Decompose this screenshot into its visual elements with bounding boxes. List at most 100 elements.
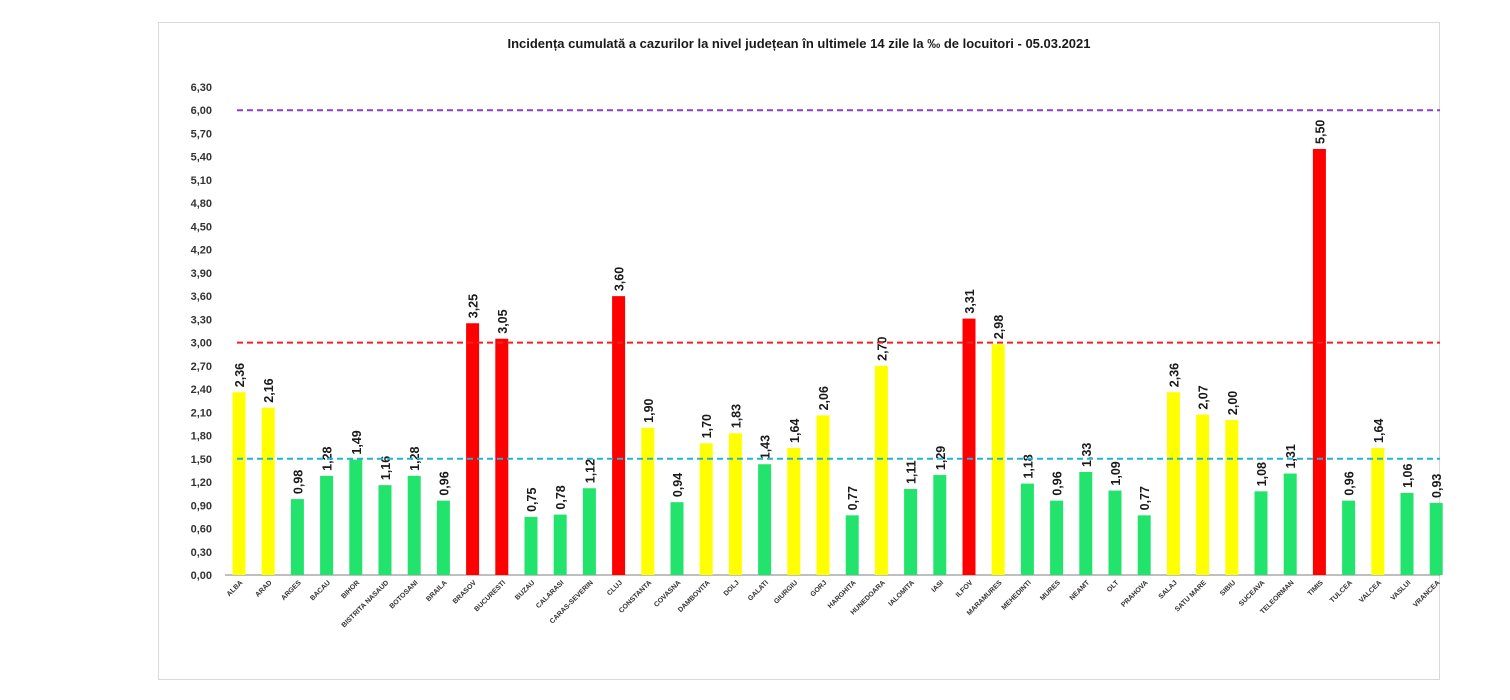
y-tick-label: 0,90	[191, 500, 212, 512]
y-tick-label: 5,10	[191, 175, 212, 187]
y-tick-label: 3,60	[191, 291, 212, 303]
data-label: 0,94	[671, 473, 685, 497]
y-tick-label: 3,90	[191, 268, 212, 280]
bar-buzau	[524, 516, 538, 575]
category-label: BIHOR	[340, 579, 361, 600]
data-label: 0,96	[1343, 471, 1357, 495]
category-label: NEAMT	[1069, 579, 1092, 602]
y-tick-label: 4,20	[191, 245, 212, 257]
data-label: 0,93	[1430, 474, 1444, 498]
bar-satu-mare	[1196, 414, 1210, 575]
bar-tulcea	[1342, 500, 1356, 575]
category-label: GIURGIU	[773, 579, 799, 605]
bar-salaj	[1166, 392, 1180, 575]
data-label: 1,49	[350, 430, 364, 454]
category-label: MURES	[1039, 579, 1062, 602]
data-label: 3,60	[613, 267, 627, 291]
y-tick-label: 2,70	[191, 361, 212, 373]
y-tick-label: 0,60	[191, 524, 212, 536]
y-tick-label: 4,50	[191, 221, 212, 233]
bar-bacau	[320, 475, 334, 575]
bar-vaslui	[1400, 492, 1414, 575]
bar-valcea	[1371, 447, 1385, 575]
data-label: 2,06	[817, 386, 831, 410]
category-label: DAMBOVITA	[677, 579, 712, 614]
bar-sibiu	[1225, 420, 1239, 575]
bar-constanta	[641, 427, 655, 575]
category-label: GALATI	[747, 579, 770, 602]
bar-hunedoara	[874, 365, 888, 575]
bar-olt	[1108, 490, 1122, 575]
data-label: 2,36	[1167, 363, 1181, 387]
data-label: 2,07	[1197, 385, 1211, 409]
category-label: COVASNA	[653, 579, 682, 608]
bar-alba	[232, 392, 246, 575]
bar-mehedinti	[1020, 483, 1034, 575]
bar-prahova	[1137, 515, 1151, 575]
data-label: 1,11	[905, 460, 919, 484]
category-label: IALOMITA	[888, 579, 917, 608]
category-label: ARAD	[254, 579, 273, 598]
data-label: 5,50	[1313, 120, 1327, 144]
bar-teleorman	[1283, 473, 1297, 575]
category-label: SALAJ	[1158, 579, 1179, 600]
category-label: ALBA	[226, 579, 245, 598]
data-label: 1,08	[1255, 462, 1269, 486]
category-label: BOTOSANI	[389, 579, 420, 610]
bar-iasi	[933, 475, 947, 575]
data-label: 3,31	[963, 289, 977, 313]
category-label: HARGHITA	[827, 579, 858, 610]
data-label: 1,18	[1021, 454, 1035, 478]
data-label: 1,28	[408, 446, 422, 470]
bar-timis	[1312, 148, 1326, 575]
bar-ialomita	[904, 489, 918, 575]
category-label: ARGES	[280, 579, 303, 602]
bar-bucuresti	[495, 338, 509, 575]
y-tick-label: 1,20	[191, 477, 212, 489]
category-label: TULCEA	[1329, 579, 1354, 604]
category-label: SUCEAVA	[1238, 579, 1266, 607]
bar-cluj	[612, 296, 626, 575]
bar-caras-severin	[582, 488, 596, 575]
category-label: BRASOV	[452, 579, 478, 605]
data-label: 1,70	[700, 414, 714, 438]
data-label: 0,77	[1138, 486, 1152, 510]
y-tick-label: 0,00	[191, 570, 212, 582]
y-tick-label: 3,30	[191, 314, 212, 326]
data-label: 0,78	[554, 485, 568, 509]
category-label: PRAHOVA	[1120, 579, 1149, 608]
data-label: 0,75	[525, 488, 539, 512]
bar-arad	[261, 407, 275, 575]
category-label: TIMIS	[1307, 579, 1325, 597]
data-label: 1,33	[1080, 443, 1094, 467]
category-label: OLT	[1106, 579, 1121, 594]
bar-bistrita-nasaud	[378, 485, 392, 575]
bar-covasna	[670, 502, 684, 575]
category-label: VALCEA	[1358, 579, 1383, 604]
data-label: 2,70	[875, 336, 889, 360]
category-label: ILFOV	[955, 579, 975, 599]
y-tick-label: 2,40	[191, 384, 212, 396]
category-label: BUCURESTI	[473, 579, 507, 613]
category-label: GORJ	[809, 579, 828, 598]
data-label: 1,06	[1401, 464, 1415, 488]
bar-mures	[1050, 500, 1064, 575]
bar-bihor	[349, 459, 363, 575]
category-label: CLUJ	[606, 579, 624, 597]
data-label: 1,64	[788, 419, 802, 443]
bar-giurgiu	[787, 447, 801, 575]
category-label: VASLUI	[1390, 579, 1413, 602]
data-label: 2,98	[992, 315, 1006, 339]
bar-vrancea	[1429, 502, 1443, 575]
category-label: IASI	[931, 579, 946, 594]
category-label: SIBIU	[1219, 579, 1237, 597]
data-label: 1,64	[1372, 419, 1386, 443]
data-label: 1,83	[729, 404, 743, 428]
y-tick-label: 3,00	[191, 338, 212, 350]
data-label: 1,31	[1284, 444, 1298, 468]
category-label: SATU MARE	[1174, 579, 1208, 613]
bar-galati	[758, 464, 772, 575]
category-label: MEHEDINTI	[1001, 579, 1033, 611]
category-label: CALARASI	[535, 579, 566, 610]
